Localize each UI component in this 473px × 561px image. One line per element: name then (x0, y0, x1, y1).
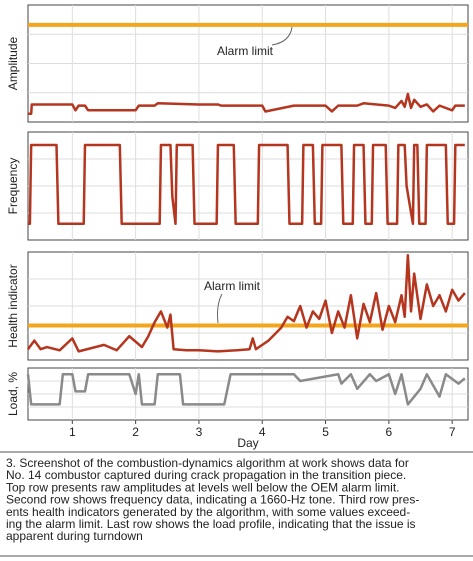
alarm-limit-label: Alarm limit (204, 279, 261, 293)
y-axis-label: Health indicator (6, 264, 20, 347)
annotation-arrow (217, 293, 223, 324)
y-axis-label: Load, % (6, 372, 20, 416)
data-line (26, 372, 466, 406)
caption-line: ing the alarm limit. Last row shows the … (6, 517, 416, 531)
caption-line: Top row presents raw amplitudes at level… (6, 480, 399, 494)
x-tick-label: 1 (69, 425, 76, 439)
y-axis-label: Amplitude (6, 37, 20, 91)
y-axis-label: Frequency (6, 158, 20, 215)
x-tick-label: 2 (132, 425, 139, 439)
x-tick-label: 3 (196, 425, 203, 439)
caption-line: 3. Screenshot of the combustion-dynamics… (6, 456, 409, 470)
x-tick-label: 7 (449, 425, 456, 439)
data-line (28, 143, 465, 226)
annotation-arrow (271, 26, 293, 46)
alarm-limit-label: Alarm limit (217, 44, 274, 58)
x-axis-label: Day (237, 436, 258, 450)
x-tick-label: 6 (386, 425, 393, 439)
x-tick-label: 5 (322, 425, 329, 439)
data-line (26, 253, 466, 353)
caption-line: Second row shows frequency data, indicat… (6, 493, 419, 507)
caption-line: No. 14 combustor captured during crack p… (6, 468, 406, 482)
data-line (28, 92, 465, 116)
caption-line: apparent during turndown (6, 529, 143, 543)
caption-line: ents health indicators generated by the … (6, 505, 410, 519)
x-tick-label: 4 (259, 425, 266, 439)
